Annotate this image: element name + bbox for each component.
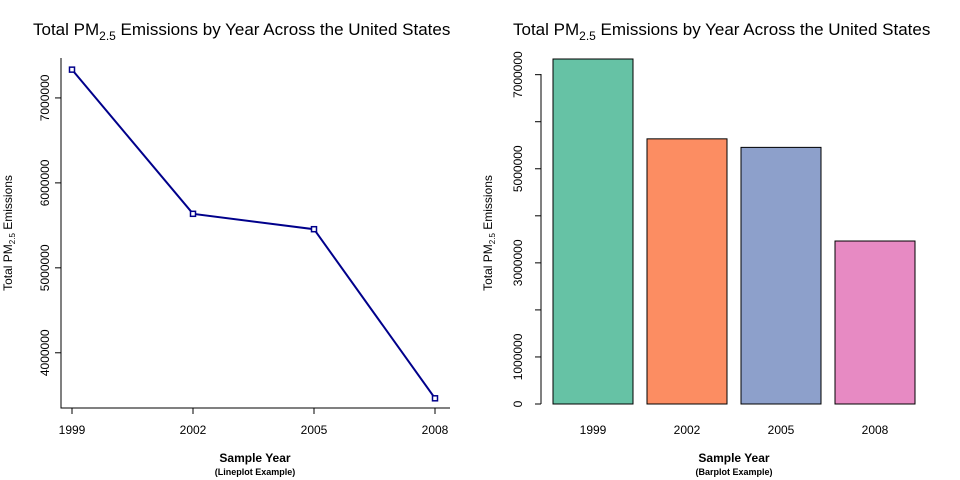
lineplot-point — [189, 210, 197, 218]
barplot-bar — [740, 146, 822, 405]
lineplot-x-tick-label: 1999 — [59, 423, 86, 437]
barplot-panel: Total PM2.5 Emissions by Year Across the… — [481, 20, 930, 477]
barplot-y-label: Total PM2.5 Emissions — [481, 175, 497, 291]
barplot-y-tick-label: 7000000 — [511, 51, 525, 98]
barplot-x-tick-label: 2005 — [768, 423, 795, 437]
lineplot-axes — [60, 58, 450, 409]
lineplot-x-tick-label: 2008 — [422, 423, 449, 437]
barplot-title: Total PM2.5 Emissions by Year Across the… — [513, 20, 930, 43]
barplot-x-tick-label: 2002 — [674, 423, 701, 437]
barplot-bars — [552, 58, 916, 405]
lineplot-y-tick-label: 4000000 — [38, 329, 52, 376]
barplot-y-tick-label: 5000000 — [511, 145, 525, 192]
lineplot-y-tick-label: 7000000 — [38, 74, 52, 121]
lineplot-point — [68, 66, 76, 73]
barplot-x-sublabel: (Barplot Example) — [695, 467, 772, 477]
barplot-x-tick-label: 1999 — [580, 423, 607, 437]
barplot-y-axis: 0 1000000 3000000 5000000 7000000 — [511, 51, 541, 407]
lineplot-y-tick-label: 5000000 — [38, 244, 52, 291]
barplot-bar — [552, 58, 634, 405]
lineplot-x-axis: 1999 2002 2005 2008 — [59, 408, 449, 437]
lineplot-x-sublabel: (Lineplot Example) — [215, 467, 296, 477]
lineplot-title: Total PM2.5 Emissions by Year Across the… — [33, 20, 450, 43]
lineplot-y-tick-label: 6000000 — [38, 159, 52, 206]
barplot-x-label: Sample Year — [698, 451, 769, 465]
lineplot-x-label: Sample Year — [219, 451, 290, 465]
barplot-x-axis: 1999 2002 2005 2008 — [580, 423, 889, 437]
barplot-x-tick-label: 2008 — [862, 423, 889, 437]
barplot-y-tick-label: 1000000 — [511, 333, 525, 380]
lineplot-x-tick-label: 2005 — [301, 423, 328, 437]
barplot-bar — [646, 138, 728, 405]
lineplot-panel: Total PM2.5 Emissions by Year Across the… — [1, 20, 450, 477]
barplot-y-tick-label: 0 — [511, 400, 525, 407]
lineplot-x-tick-label: 2002 — [180, 423, 207, 437]
lineplot-series-line — [71, 68, 436, 399]
lineplot-point — [310, 225, 318, 233]
lineplot-point — [431, 395, 439, 402]
barplot-bar — [834, 240, 916, 405]
lineplot-y-axis: 4000000 5000000 6000000 7000000 — [38, 74, 61, 376]
lineplot-y-label: Total PM2.5 Emissions — [1, 175, 17, 291]
lineplot-points — [68, 66, 439, 402]
barplot-y-tick-label: 3000000 — [511, 239, 525, 286]
